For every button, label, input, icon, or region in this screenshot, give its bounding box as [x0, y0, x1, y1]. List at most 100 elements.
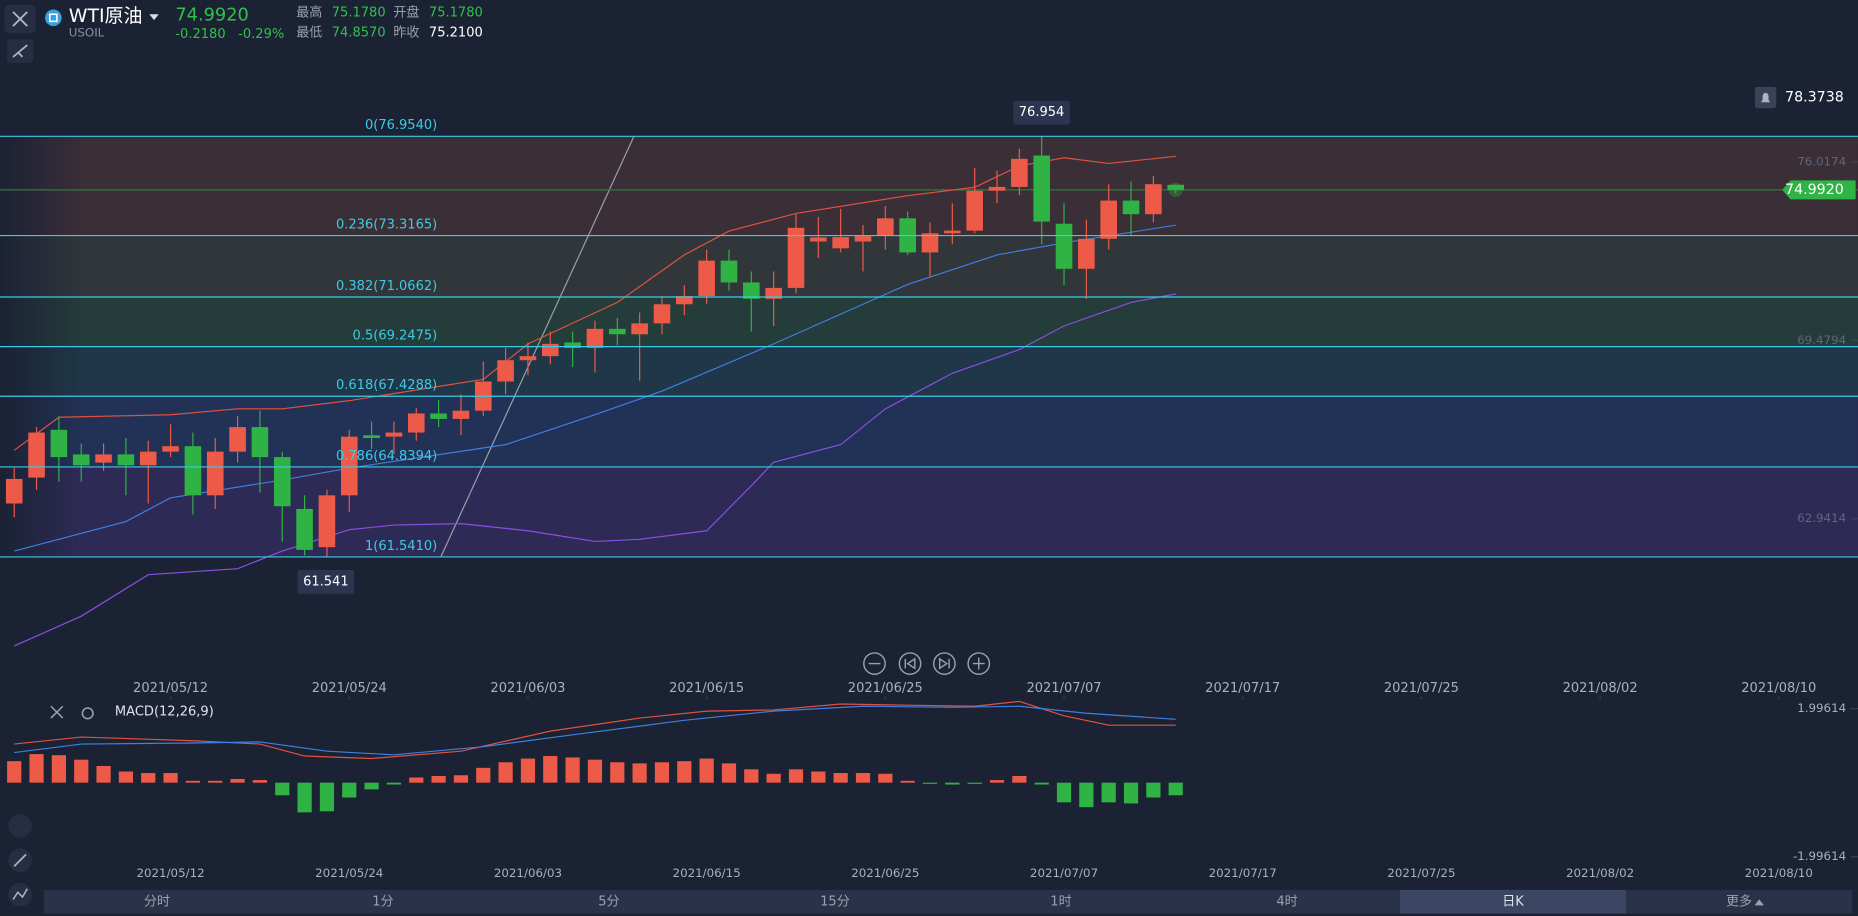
candle-body: [5, 478, 23, 504]
candle-body: [698, 260, 715, 297]
macd-line: [14, 700, 1176, 760]
price: 74.9920: [175, 5, 248, 25]
candle-body: [676, 296, 693, 305]
candle-body: [609, 328, 626, 335]
macd-bar: [297, 782, 312, 813]
candle-body: [944, 230, 961, 234]
zoom-in[interactable]: [967, 652, 991, 675]
last-price-glow: [1168, 182, 1183, 197]
tab[interactable]: 1分: [372, 894, 393, 909]
candle-body: [1078, 238, 1095, 269]
macd-close[interactable]: [50, 705, 64, 719]
scroll-right-icon: [938, 657, 950, 670]
macd-bar: [453, 775, 469, 783]
draw-icon: [13, 853, 27, 867]
candle-body: [1145, 184, 1162, 215]
max-tag: 76.954: [1019, 105, 1065, 120]
min-tag-box: [297, 570, 355, 594]
candle-body: [1033, 155, 1050, 222]
macd-settings[interactable]: [81, 707, 94, 720]
candle-body: [921, 233, 939, 253]
candle-body: [340, 436, 358, 496]
macd-bar: [141, 773, 156, 783]
tab[interactable]: 4时: [1276, 894, 1297, 909]
min-tag: 61.541: [303, 574, 349, 589]
fib-band: [0, 136, 1858, 236]
candle-body: [564, 342, 581, 348]
candle-body: [296, 508, 313, 550]
macd-bar: [342, 782, 357, 798]
tab[interactable]: 日K: [1502, 894, 1524, 909]
macd-bar: [565, 757, 580, 783]
candle-body: [273, 457, 291, 507]
y-tick-label: 1.99614: [1797, 701, 1846, 715]
scroll-right[interactable]: [933, 652, 956, 675]
macd-bar: [364, 782, 379, 790]
macd-bar: [498, 762, 513, 783]
macd-bar: [520, 758, 536, 783]
macd-bar: [1056, 782, 1072, 803]
tab-selected: [1400, 889, 1627, 914]
zoom-controls: [863, 652, 991, 675]
candle-body: [988, 186, 1006, 191]
candle-body: [430, 413, 447, 419]
alert-bell: [1760, 92, 1771, 103]
macd-bar: [1123, 782, 1139, 804]
candle-body: [586, 328, 604, 348]
symbol-icon-inner: [48, 13, 58, 23]
macd-bar: [788, 769, 804, 783]
tab[interactable]: 15分: [820, 894, 850, 909]
symbol[interactable]: WTI原油: [69, 5, 143, 27]
indicator-line: [13, 293, 1176, 647]
symbol-caret[interactable]: [149, 14, 159, 21]
x-tick-label: 2021/07/17: [1205, 681, 1280, 696]
ui: WTI原油 USOIL 74.9920 -0.2180 -0.29% 最高 75…: [4, 5, 1853, 914]
candle-body: [72, 454, 90, 466]
candle-body: [385, 432, 403, 437]
candle-body: [1100, 200, 1117, 239]
macd-bar: [900, 780, 915, 783]
macd-bar: [476, 767, 491, 783]
fib-band: [0, 346, 1858, 397]
tab[interactable]: 更多: [1726, 893, 1752, 909]
main-plot: [0, 136, 1858, 647]
tab[interactable]: 分时: [144, 894, 170, 909]
x-tick-label: 2021/08/02: [1566, 866, 1634, 880]
macd-bar: [118, 771, 134, 783]
macd-bar: [878, 773, 893, 783]
scroll-left-icon: [904, 657, 916, 670]
candle-body: [184, 446, 202, 496]
candle-body: [206, 451, 224, 496]
macd-line: [14, 705, 1176, 756]
candle-body: [810, 237, 827, 242]
macd-bar: [386, 782, 402, 785]
side-button[interactable]: [8, 814, 32, 838]
zoom-out[interactable]: [863, 652, 886, 675]
x-tick-label: 2021/08/02: [1563, 681, 1638, 696]
candle-body: [653, 304, 671, 324]
macd-bar: [74, 759, 89, 783]
macd-bar: [677, 761, 692, 783]
candle-body: [497, 360, 514, 382]
scroll-left[interactable]: [898, 652, 922, 675]
macd-bar: [163, 773, 178, 783]
tab[interactable]: 5分: [598, 894, 619, 909]
y-tick-label: 69.4794: [1797, 333, 1846, 347]
x-tick-label: 2021/05/24: [315, 866, 383, 880]
macd-bar: [208, 780, 223, 783]
macd-bar: [1034, 782, 1049, 785]
macd-bar: [252, 780, 268, 783]
fib-label: 0.786(64.8394): [336, 449, 437, 464]
tab[interactable]: 1时: [1050, 894, 1071, 909]
macd-bar: [7, 761, 22, 783]
candle-body: [541, 343, 559, 357]
macd-bar: [543, 755, 558, 783]
macd-bar: [811, 771, 826, 783]
x-tick-label: 2021/06/03: [494, 866, 562, 880]
x-tick-label: 2021/07/17: [1209, 866, 1277, 880]
x-tick-label: 2021/07/07: [1027, 681, 1102, 696]
indicator-line: [14, 224, 1176, 552]
candle-body: [519, 356, 537, 361]
